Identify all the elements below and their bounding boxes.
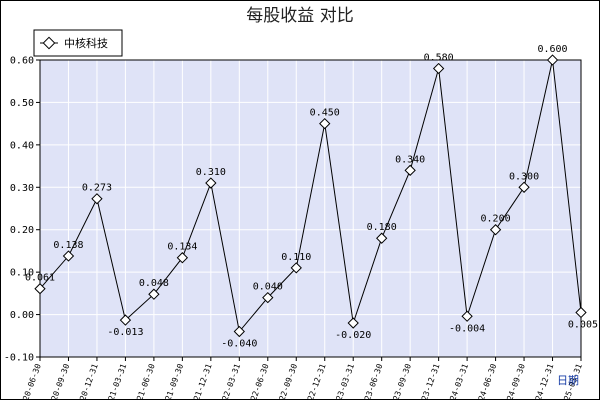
data-point[interactable] bbox=[461, 310, 473, 322]
data-label: -0.020 bbox=[335, 330, 371, 341]
data-label: 0.005 bbox=[568, 319, 598, 330]
data-label: 0.273 bbox=[82, 183, 112, 194]
x-tick-label: 2024-06-30 bbox=[474, 362, 499, 400]
x-tick-label: 2024-12-31 bbox=[530, 362, 555, 400]
data-point[interactable] bbox=[404, 164, 416, 176]
x-tick-label: 2023-12-31 bbox=[417, 362, 442, 400]
data-point[interactable] bbox=[376, 232, 388, 244]
data-point[interactable] bbox=[205, 177, 217, 189]
y-tick-label: 0.40 bbox=[10, 140, 34, 151]
legend: 中核科技 bbox=[33, 29, 123, 57]
data-label: 0.300 bbox=[509, 171, 539, 182]
data-label: -0.004 bbox=[449, 323, 485, 334]
data-label: 0.048 bbox=[139, 278, 169, 289]
x-tick-label: 2022-03-31 bbox=[217, 362, 242, 400]
x-tick-label: 2020-09-30 bbox=[46, 362, 71, 400]
y-tick-label: 0.60 bbox=[10, 56, 34, 67]
data-point[interactable] bbox=[148, 288, 160, 300]
x-tick-label: 2024-09-30 bbox=[502, 362, 527, 400]
data-label: -0.013 bbox=[107, 327, 143, 338]
y-tick-label: -0.10 bbox=[4, 353, 34, 364]
data-point[interactable] bbox=[432, 62, 445, 75]
x-tick-label: 2020-06-30 bbox=[18, 362, 43, 400]
x-tick-label: 2022-09-30 bbox=[274, 362, 299, 400]
data-point[interactable] bbox=[290, 262, 302, 274]
y-tick-label: 0.00 bbox=[10, 310, 34, 321]
data-point[interactable] bbox=[347, 317, 359, 329]
x-tick-label: 2023-09-30 bbox=[388, 362, 413, 400]
y-tick-label: 0.20 bbox=[10, 225, 34, 236]
data-label: 0.340 bbox=[395, 154, 425, 165]
data-label: 0.200 bbox=[481, 214, 511, 225]
x-tick-label: 2021-06-30 bbox=[132, 362, 157, 400]
data-point[interactable] bbox=[489, 224, 502, 236]
data-label: 0.061 bbox=[25, 273, 55, 284]
legend-series-label: 中核科技 bbox=[64, 36, 108, 50]
x-tick-label: 2020-12-31 bbox=[75, 362, 100, 400]
x-tick-label: 2024-03-31 bbox=[445, 362, 470, 400]
x-tick-label: 2023-06-30 bbox=[360, 362, 385, 400]
data-point[interactable] bbox=[176, 252, 189, 264]
data-label: 0.110 bbox=[281, 252, 311, 263]
data-label: 0.134 bbox=[167, 242, 197, 253]
data-point[interactable] bbox=[233, 325, 245, 338]
y-tick-label: 0.10 bbox=[10, 268, 34, 279]
data-point[interactable] bbox=[119, 314, 132, 326]
data-label: 0.600 bbox=[537, 44, 567, 55]
y-tick-label: 0.50 bbox=[10, 98, 34, 109]
plot-border bbox=[39, 59, 582, 358]
data-point[interactable] bbox=[575, 306, 587, 319]
data-label: 0.180 bbox=[367, 222, 397, 233]
x-tick-label: 2023-03-31 bbox=[331, 362, 356, 400]
data-point[interactable] bbox=[546, 54, 559, 66]
chart-title: 每股收益 对比 bbox=[246, 6, 353, 26]
data-point[interactable] bbox=[262, 291, 274, 304]
data-label: 0.450 bbox=[310, 108, 340, 119]
x-tick-label: 2022-06-30 bbox=[246, 362, 271, 400]
y-tick-label: 0.30 bbox=[10, 183, 34, 194]
x-tick-label: 2021-09-30 bbox=[160, 362, 185, 400]
data-label: 0.580 bbox=[424, 52, 454, 63]
data-point[interactable] bbox=[319, 117, 331, 130]
series-line bbox=[39, 59, 582, 333]
x-tick-label: 2021-12-31 bbox=[189, 362, 214, 400]
data-point[interactable] bbox=[518, 181, 530, 193]
data-label: 0.040 bbox=[253, 282, 283, 293]
data-label: -0.040 bbox=[221, 339, 257, 350]
legend-marker-swatch bbox=[42, 36, 56, 50]
data-label: 0.138 bbox=[53, 240, 83, 251]
plot-area bbox=[39, 59, 582, 358]
data-point[interactable] bbox=[34, 283, 46, 295]
data-point[interactable] bbox=[91, 193, 103, 205]
x-tick-label: 2022-12-31 bbox=[303, 362, 328, 400]
data-point[interactable] bbox=[62, 250, 75, 262]
data-label: 0.310 bbox=[196, 167, 226, 178]
x-axis-label: 日期 bbox=[557, 374, 579, 387]
x-tick-label: 2021-03-31 bbox=[103, 362, 128, 400]
